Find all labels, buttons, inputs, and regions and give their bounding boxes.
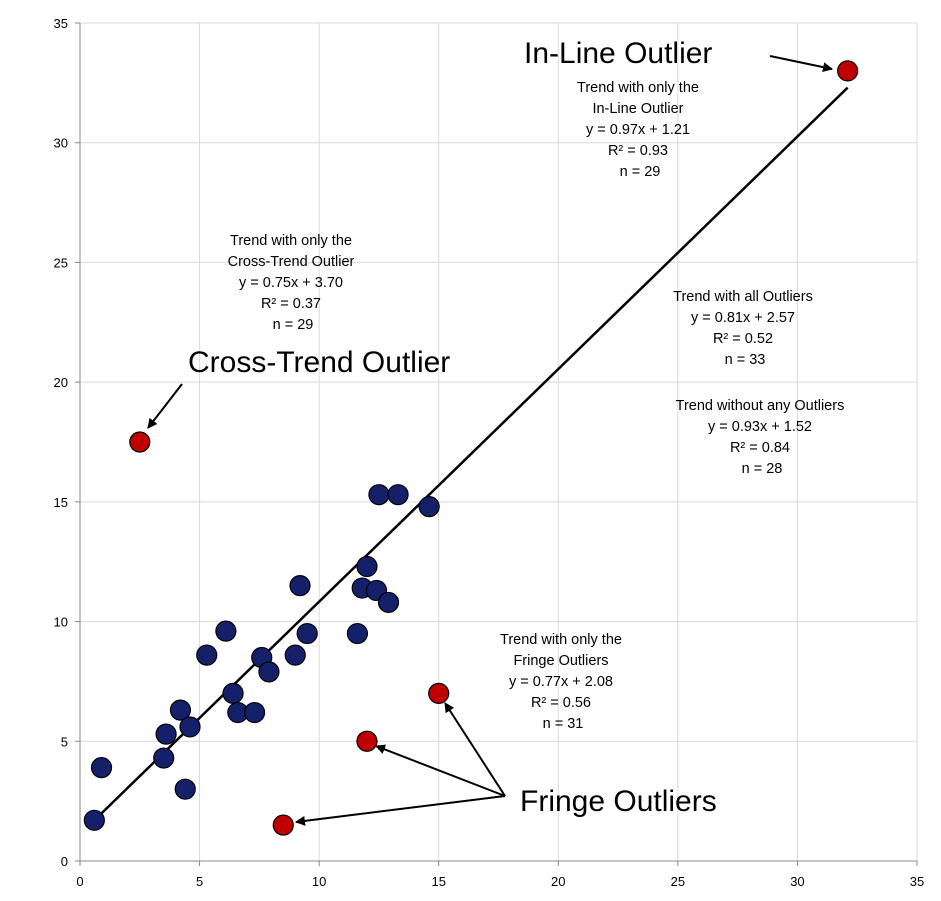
- no-outliers-annotation: Trend without any Outliers y = 0.93x + 1…: [676, 398, 849, 477]
- y-tick-label: 5: [61, 734, 68, 749]
- x-tick-label: 10: [312, 874, 326, 889]
- data-point: [83, 809, 105, 831]
- data-point: [387, 484, 409, 506]
- outlier-point: [129, 431, 151, 453]
- data-point: [90, 757, 113, 779]
- cross-trend-note: Trend with only the Cross-Trend Outlier …: [228, 233, 359, 333]
- data-point: [243, 701, 266, 724]
- data-point: [222, 682, 244, 705]
- data-point: [174, 778, 196, 800]
- y-tick-label: 30: [54, 136, 68, 151]
- data-point: [377, 591, 400, 614]
- data-point: [289, 575, 311, 597]
- trendline: [93, 86, 849, 822]
- note-line: Trend with only the: [230, 233, 352, 249]
- no-outliers-note: Trend without any Outliers y = 0.93x + 1…: [676, 398, 849, 477]
- note-line: Trend with only the: [500, 632, 622, 648]
- x-tick-label: 25: [671, 874, 685, 889]
- fringe-arrow: [375, 744, 506, 797]
- y-tick-label: 10: [54, 615, 68, 630]
- data-point: [196, 644, 218, 666]
- y-tick-label: 20: [54, 375, 68, 390]
- x-tick-label: 30: [790, 874, 804, 889]
- note-line: R² = 0.52: [713, 331, 773, 347]
- x-tick-label: 20: [551, 874, 565, 889]
- data-point: [356, 555, 378, 578]
- y-tick-label: 35: [54, 16, 68, 31]
- note-line: y = 0.77x + 2.08: [509, 674, 613, 690]
- note-line: y = 0.93x + 1.52: [708, 419, 812, 435]
- inline-outlier-arrow: [769, 55, 833, 73]
- note-line: n = 29: [273, 317, 314, 333]
- data-point: [296, 622, 318, 645]
- x-tick-label: 5: [196, 874, 203, 889]
- fringe-title: Fringe Outliers: [520, 785, 717, 818]
- data-point: [153, 747, 175, 769]
- axes: 0 5 10 15 20 25 30 35 0 5 10 15 20 25 30 35: [54, 16, 925, 889]
- outlier-point: [837, 60, 859, 82]
- note-line: Trend with all Outliers: [673, 289, 813, 305]
- note-line: R² = 0.84: [730, 440, 790, 456]
- outlier-point: [356, 730, 378, 752]
- inline-outlier-note: Trend with only the In-Line Outlier y = …: [577, 80, 703, 180]
- note-line: y = 0.81x + 2.57: [691, 310, 795, 326]
- fringe-annotation: Trend with only the Fringe Outliers y = …: [295, 632, 717, 826]
- data-point: [258, 661, 280, 683]
- all-outliers-note: Trend with all Outliers y = 0.81x + 2.57…: [673, 289, 817, 368]
- note-line: n = 28: [742, 461, 783, 477]
- fringe-arrow: [295, 795, 506, 826]
- data-point: [179, 716, 201, 738]
- note-line: R² = 0.37: [261, 296, 321, 312]
- data-point: [346, 622, 369, 645]
- data-point: [284, 644, 306, 666]
- note-line: Trend without any Outliers: [676, 398, 845, 414]
- note-line: y = 0.75x + 3.70: [239, 275, 343, 291]
- data-point: [169, 699, 192, 721]
- trendline-group: [93, 86, 849, 822]
- note-line: Fringe Outliers: [513, 653, 608, 669]
- fringe-note: Trend with only the Fringe Outliers y = …: [500, 632, 626, 732]
- note-line: Cross-Trend Outlier: [228, 254, 355, 270]
- note-line: y = 0.97x + 1.21: [586, 122, 690, 138]
- note-line: Trend with only the: [577, 80, 699, 96]
- outlier-point: [428, 682, 450, 705]
- data-points: [83, 60, 859, 836]
- y-tick-label: 15: [54, 495, 68, 510]
- cross-trend-arrow: [147, 383, 183, 429]
- x-tick-label: 15: [431, 874, 445, 889]
- cross-trend-title: Cross-Trend Outlier: [188, 346, 450, 379]
- x-tick-label: 35: [910, 874, 924, 889]
- all-outliers-annotation: Trend with all Outliers y = 0.81x + 2.57…: [673, 289, 817, 368]
- data-point: [418, 496, 440, 518]
- outlier-point: [272, 814, 294, 836]
- cross-trend-annotation: Trend with only the Cross-Trend Outlier …: [147, 233, 450, 429]
- note-line: n = 31: [543, 716, 584, 732]
- fringe-arrow: [444, 702, 506, 797]
- note-line: R² = 0.56: [531, 695, 591, 711]
- note-line: R² = 0.93: [608, 143, 668, 159]
- y-tick-label: 25: [54, 255, 68, 270]
- data-point: [368, 484, 390, 506]
- data-point: [215, 620, 237, 642]
- grid: [80, 22, 918, 861]
- inline-outlier-title: In-Line Outlier: [524, 37, 712, 70]
- note-line: In-Line Outlier: [592, 101, 683, 117]
- note-line: n = 29: [620, 164, 661, 180]
- note-line: n = 33: [725, 352, 766, 368]
- data-point: [155, 723, 177, 745]
- x-tick-label: 0: [76, 874, 83, 889]
- y-tick-label: 0: [61, 854, 68, 869]
- inline-outlier-annotation: In-Line Outlier Trend with only the In-L…: [524, 37, 833, 180]
